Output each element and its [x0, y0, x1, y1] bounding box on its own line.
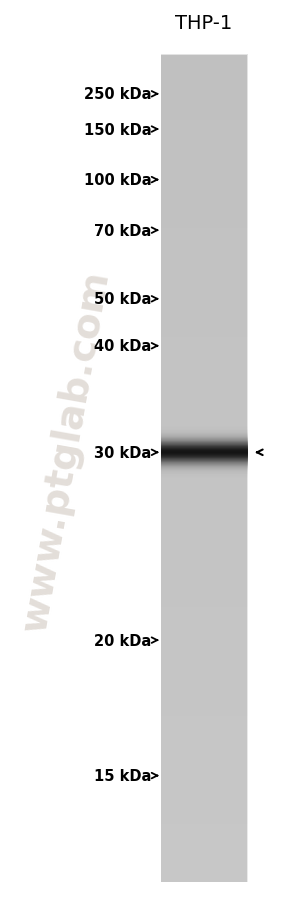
Text: 150 kDa: 150 kDa	[84, 123, 152, 137]
Text: THP-1: THP-1	[176, 14, 232, 33]
Text: 30 kDa: 30 kDa	[94, 446, 152, 460]
Text: www.ptglab.com: www.ptglab.com	[16, 267, 116, 635]
Text: 50 kDa: 50 kDa	[94, 292, 152, 307]
Bar	[160, 56, 247, 882]
Text: 70 kDa: 70 kDa	[94, 224, 152, 238]
Text: 15 kDa: 15 kDa	[94, 769, 152, 783]
Text: 40 kDa: 40 kDa	[94, 339, 152, 354]
Text: 100 kDa: 100 kDa	[84, 173, 152, 188]
Text: 20 kDa: 20 kDa	[94, 633, 152, 648]
Text: 250 kDa: 250 kDa	[84, 87, 152, 102]
